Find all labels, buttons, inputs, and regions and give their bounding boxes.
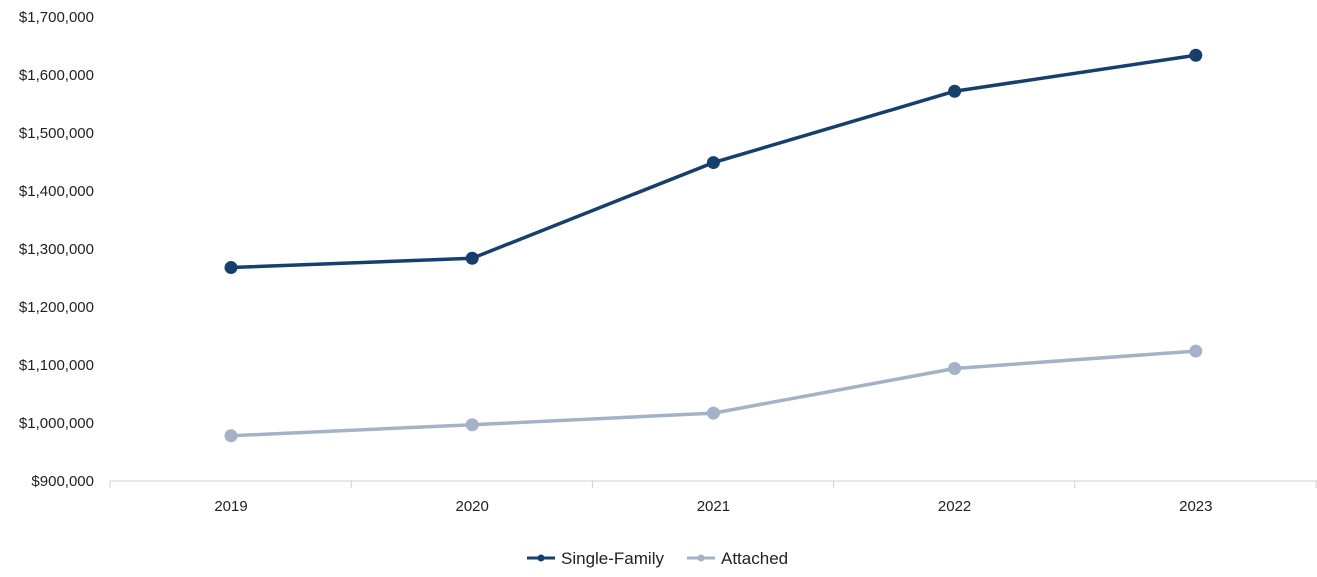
y-tick-label: $1,100,000	[19, 357, 94, 374]
legend-swatch-marker	[697, 554, 705, 562]
series-attached	[224, 344, 1203, 443]
legend-item-single-family: Single-Family	[527, 549, 664, 568]
y-tick-label: $1,600,000	[19, 67, 94, 84]
x-tick-label: 2019	[214, 498, 247, 515]
y-tick-label: $1,300,000	[19, 241, 94, 258]
y-tick-label: $1,400,000	[19, 183, 94, 200]
data-point	[465, 418, 479, 432]
data-point	[706, 406, 720, 420]
y-tick-label: $1,200,000	[19, 299, 94, 316]
x-tick-label: 2020	[456, 498, 489, 515]
x-axis-ticks	[109, 481, 1317, 488]
legend: Single-Family Attached	[527, 549, 788, 568]
y-tick-label: $900,000	[31, 473, 94, 490]
legend-label: Attached	[721, 549, 788, 568]
legend-label: Single-Family	[561, 549, 664, 568]
legend-swatch-marker	[537, 554, 545, 562]
y-tick-label: $1,000,000	[19, 415, 94, 432]
data-point	[224, 261, 238, 275]
y-axis-labels: $900,000 $1,000,000 $1,100,000 $1,200,000 $1…	[19, 9, 94, 490]
series-line	[229, 349, 1198, 438]
y-tick-label: $1,500,000	[19, 125, 94, 142]
x-tick-label: 2023	[1179, 498, 1212, 515]
data-point	[1189, 344, 1203, 358]
data-point	[948, 361, 962, 375]
data-point	[706, 156, 720, 170]
series-layer	[224, 48, 1203, 443]
data-point	[948, 84, 962, 98]
x-axis-labels: 2019 2020 2021 2022 2023	[214, 498, 1212, 515]
x-tick-label: 2021	[697, 498, 730, 515]
data-point	[224, 429, 238, 443]
y-tick-label: $1,700,000	[19, 9, 94, 26]
x-tick-label: 2022	[938, 498, 971, 515]
series-single-family	[224, 48, 1203, 275]
legend-item-attached: Attached	[687, 549, 788, 568]
data-point	[465, 251, 479, 265]
data-point	[1189, 48, 1203, 62]
